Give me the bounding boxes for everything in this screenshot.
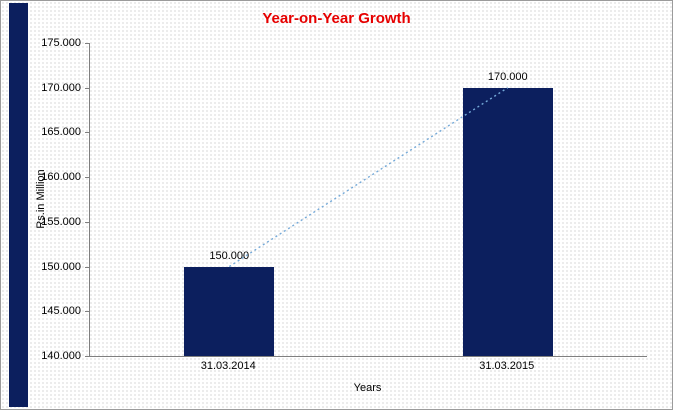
x-axis-ticks: 31.03.2014 31.03.2015 bbox=[89, 360, 646, 375]
bar-value-label: 170.000 bbox=[487, 70, 528, 83]
chart-title: Year-on-Year Growth bbox=[262, 10, 411, 27]
y-tick-label: 150.000 bbox=[41, 260, 81, 273]
x-axis-title: Years bbox=[353, 382, 382, 394]
left-accent-strip bbox=[9, 3, 28, 407]
y-tick-label: 175.000 bbox=[41, 37, 81, 49]
x-tick-label: 31.03.2015 bbox=[479, 360, 535, 372]
y-tick-label: 170.000 bbox=[41, 81, 81, 94]
y-tick-mark bbox=[85, 177, 89, 179]
y-tick-label: 160.000 bbox=[41, 171, 81, 184]
bar bbox=[184, 266, 275, 356]
y-tick-label: 140.000 bbox=[41, 350, 81, 362]
y-tick-label: 145.000 bbox=[41, 305, 81, 318]
bar-value-label: 150.000 bbox=[209, 249, 250, 262]
trend-line bbox=[228, 87, 509, 268]
y-tick-mark bbox=[85, 221, 89, 223]
plot-area: 150.000 170.000 bbox=[89, 43, 647, 357]
y-tick-label: 165.000 bbox=[41, 126, 81, 139]
y-tick-mark bbox=[85, 266, 89, 268]
y-axis-ticks: 140.000 145.000 150.000 155.000 160.000 165.0… bbox=[1, 37, 89, 362]
x-tick-label: 31.03.2014 bbox=[200, 360, 256, 372]
y-tick-mark bbox=[85, 132, 89, 134]
y-tick-mark bbox=[85, 356, 89, 357]
y-tick-mark bbox=[85, 43, 89, 44]
bar bbox=[462, 87, 553, 356]
y-tick-mark bbox=[85, 87, 89, 89]
y-tick-mark bbox=[85, 311, 89, 313]
y-tick-label: 155.000 bbox=[41, 215, 81, 228]
